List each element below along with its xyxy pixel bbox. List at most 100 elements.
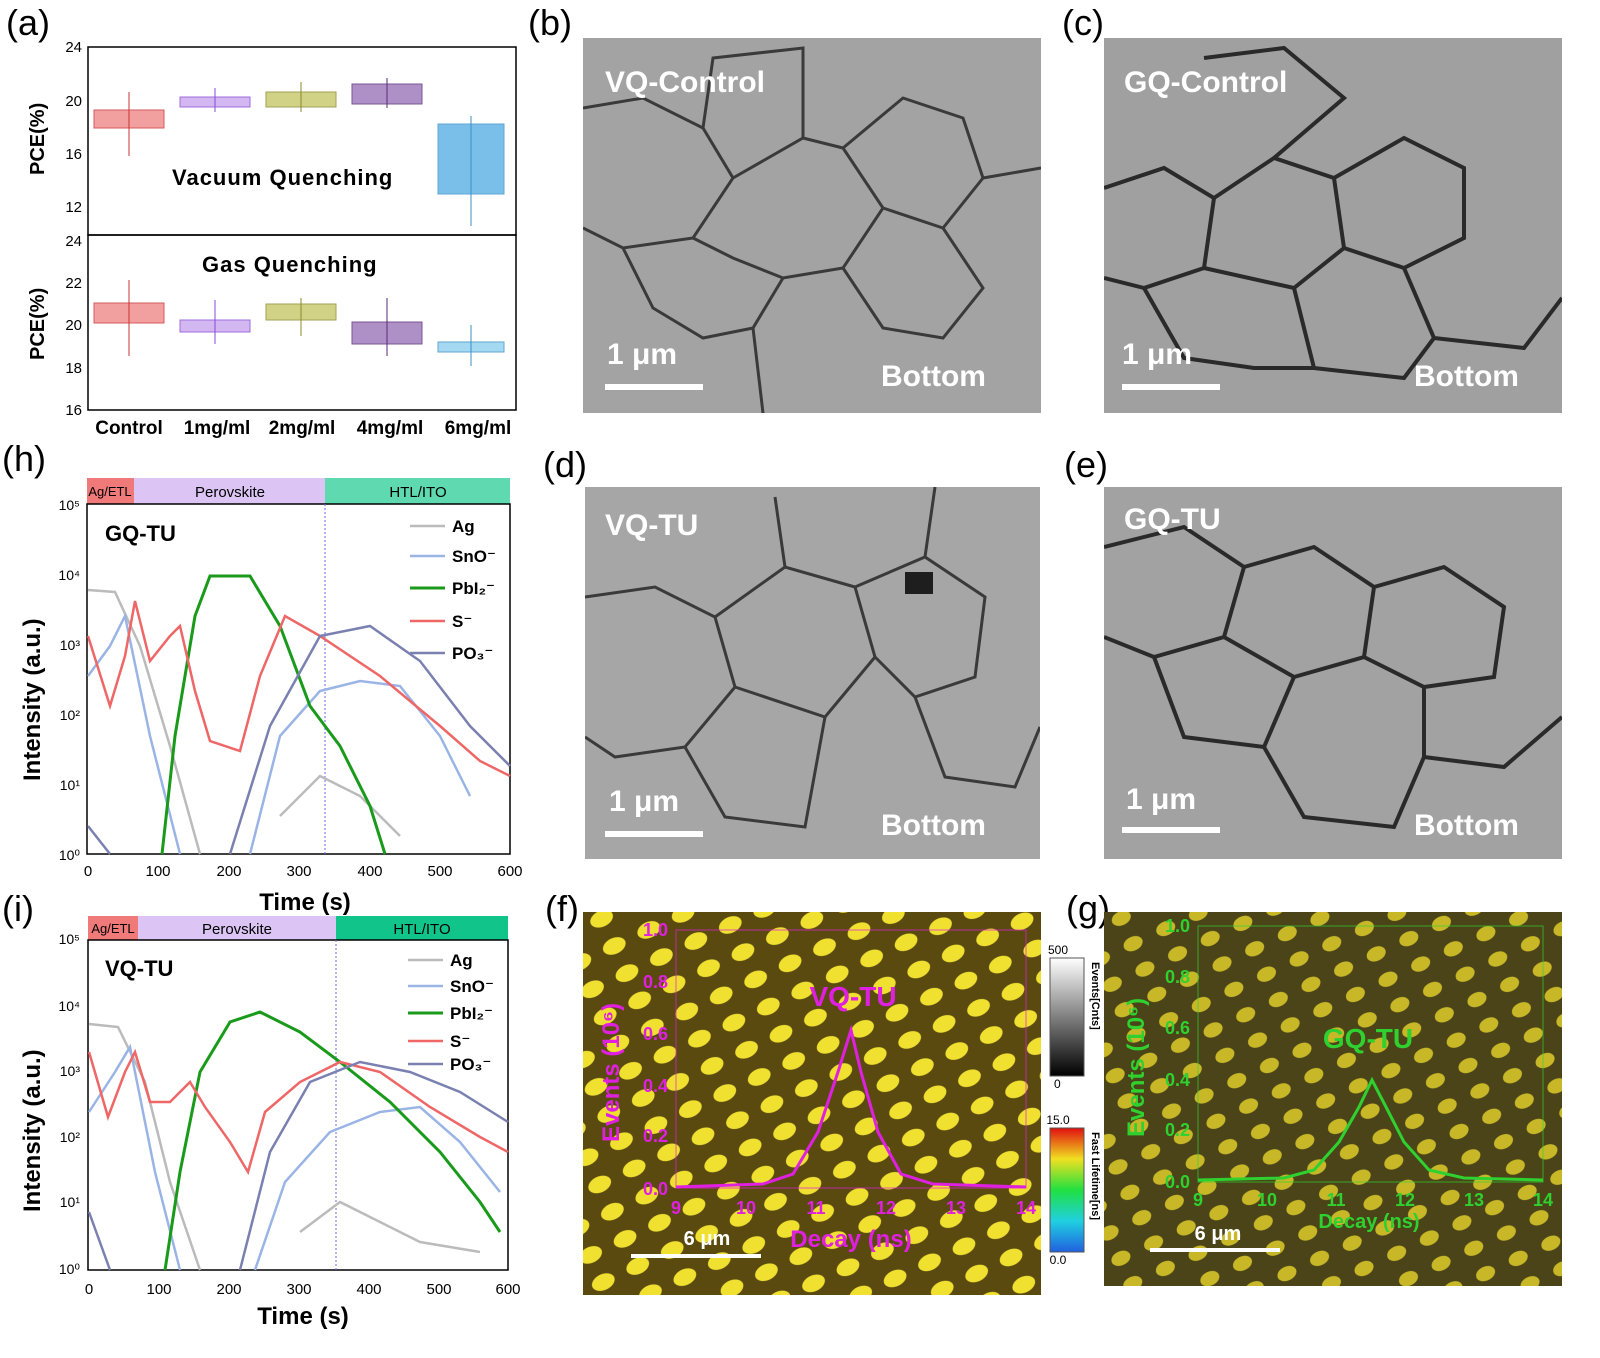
tick: 16 <box>65 402 82 419</box>
events-max: 500 <box>1048 943 1068 957</box>
sem-grains <box>1104 38 1562 413</box>
legend-item: PbI₂⁻ <box>450 1004 493 1023</box>
sem-d-title: VQ-TU <box>605 509 699 542</box>
tick: 0.8 <box>643 972 668 992</box>
sem-image-b: VQ-Control 1 μm Bottom <box>583 38 1041 413</box>
bottom-ylabel: PCE(%) <box>27 288 49 360</box>
tick: 10⁰ <box>59 1261 81 1277</box>
ylabel: Events (10⁶) <box>1123 998 1150 1137</box>
life-label: Fast Lifetime[ns] <box>1089 1132 1101 1220</box>
colorbars: 500 0 Events[Cnts] 15.0 0.0 Fast Lifetim… <box>1046 943 1101 1267</box>
legend-item: Ag <box>452 517 475 536</box>
s-curve <box>87 1048 509 1176</box>
legend-item: PO₃⁻ <box>450 1055 491 1074</box>
category-labels: Control 1mg/ml 2mg/ml 4mg/ml 6mg/ml <box>95 418 511 439</box>
tick: 0.2 <box>1165 1120 1190 1140</box>
sem-c-title: GQ-Control <box>1124 66 1288 99</box>
category: 4mg/ml <box>357 418 424 439</box>
tick: 200 <box>216 863 241 880</box>
curves <box>86 574 511 855</box>
tick: 200 <box>216 1281 241 1298</box>
tick: 11 <box>1326 1190 1345 1210</box>
xlabel: Decay (ns) <box>790 1226 911 1253</box>
legend-item: SnO⁻ <box>452 547 496 566</box>
yticks: 10⁵ 10⁴ 10³ 10² 10¹ 10⁰ <box>58 931 80 1277</box>
tick: 100 <box>146 1281 171 1298</box>
region-label: Perovskite <box>195 484 265 501</box>
sample-label: VQ-TU <box>105 956 173 981</box>
ylabel: Intensity (a.u.) <box>19 1049 46 1212</box>
pbi2-curve <box>160 574 387 855</box>
sem-b-scalebar <box>605 384 703 390</box>
scale-label: 6 μm <box>684 1228 731 1250</box>
label-e: (e) <box>1064 444 1108 485</box>
ylabel: Events (10⁶) <box>598 1003 625 1142</box>
life-max: 15.0 <box>1046 1113 1070 1127</box>
sem-e-title: GQ-TU <box>1124 503 1221 536</box>
top-yticks: 24 20 16 12 <box>65 39 82 216</box>
tick: 10⁵ <box>59 931 80 947</box>
sem-c-scalebar <box>1122 384 1220 390</box>
tick: 0.6 <box>643 1024 668 1044</box>
legend-item: S⁻ <box>450 1032 470 1051</box>
sem-image-c: GQ-Control 1 μm Bottom <box>1104 38 1562 413</box>
scalebar <box>1150 1248 1280 1252</box>
category: 1mg/ml <box>184 418 251 439</box>
sem-grains <box>1104 487 1562 859</box>
flim-g: 1.0 0.8 0.6 0.4 0.2 0.0 9 10 11 12 13 14… <box>1104 912 1562 1286</box>
tick: 300 <box>286 1281 311 1298</box>
label-b: (b) <box>528 2 572 43</box>
tick: 12 <box>876 1198 896 1218</box>
tick: 10¹ <box>60 777 81 793</box>
decay-curve <box>675 1024 1027 1189</box>
ag-curve <box>87 588 401 855</box>
po3-curve <box>87 1060 509 1271</box>
category: 6mg/ml <box>445 418 512 439</box>
decay-curve <box>1197 1076 1544 1182</box>
label-i: (i) <box>2 888 34 929</box>
sem-b-title: VQ-Control <box>605 66 765 99</box>
sem-image-e: GQ-TU 1 μm Bottom <box>1104 487 1562 859</box>
sample-label: GQ-TU <box>105 521 176 546</box>
tick: 11 <box>806 1198 825 1218</box>
sem-b-position: Bottom <box>881 360 986 393</box>
ag-curve <box>88 1022 481 1271</box>
vacuum-quenching-title: Vacuum Quenching <box>172 165 393 190</box>
legend-item: Ag <box>450 951 473 970</box>
tof-sims-h: Ag/ETL Perovskite HTL/ITO GQ-TU 10⁵ 10⁴ … <box>19 478 523 916</box>
sem-d-position: Bottom <box>881 809 986 842</box>
tick: 10³ <box>60 637 81 653</box>
po3-curve <box>87 624 511 855</box>
life-min: 0.0 <box>1050 1253 1067 1267</box>
s-curve <box>86 600 511 778</box>
sem-e-scalebar <box>1122 827 1220 833</box>
tick: 500 <box>426 1281 451 1298</box>
label-a: (a) <box>6 2 50 43</box>
sample-label: VQ-TU <box>809 981 896 1012</box>
top-ylabel: PCE(%) <box>27 103 49 175</box>
tick: 400 <box>357 863 382 880</box>
events-label: Events[Cnts] <box>1089 962 1101 1030</box>
legend: Ag SnO⁻ PbI₂⁻ S⁻ PO₃⁻ <box>410 517 496 663</box>
tick: 14 <box>1016 1198 1036 1218</box>
tick: 0.4 <box>1165 1070 1190 1090</box>
pce-boxplot-panel: 24 20 16 12 24 22 20 18 16 PCE(%) PCE(%)… <box>27 39 517 439</box>
label-h: (h) <box>2 438 46 479</box>
tick: 500 <box>427 863 452 880</box>
tick: 10¹ <box>60 1194 81 1210</box>
tick: 9 <box>1193 1190 1203 1210</box>
sem-c-scale: 1 μm <box>1122 338 1193 371</box>
tick: 13 <box>946 1198 966 1218</box>
tick: 22 <box>65 275 82 292</box>
label-g: (g) <box>1066 888 1110 929</box>
region-label: HTL/ITO <box>389 484 446 501</box>
legend-item: PO₃⁻ <box>452 644 493 663</box>
sem-c-position: Bottom <box>1414 360 1519 393</box>
tick: 12 <box>65 199 82 216</box>
tick: 1.0 <box>643 920 668 940</box>
tick: 9 <box>671 1198 681 1218</box>
yticks: 10⁵ 10⁴ 10³ 10² 10¹ 10⁰ <box>58 497 80 863</box>
tick: 10² <box>60 707 81 723</box>
tick: 16 <box>65 146 82 163</box>
tick: 0 <box>84 863 92 880</box>
